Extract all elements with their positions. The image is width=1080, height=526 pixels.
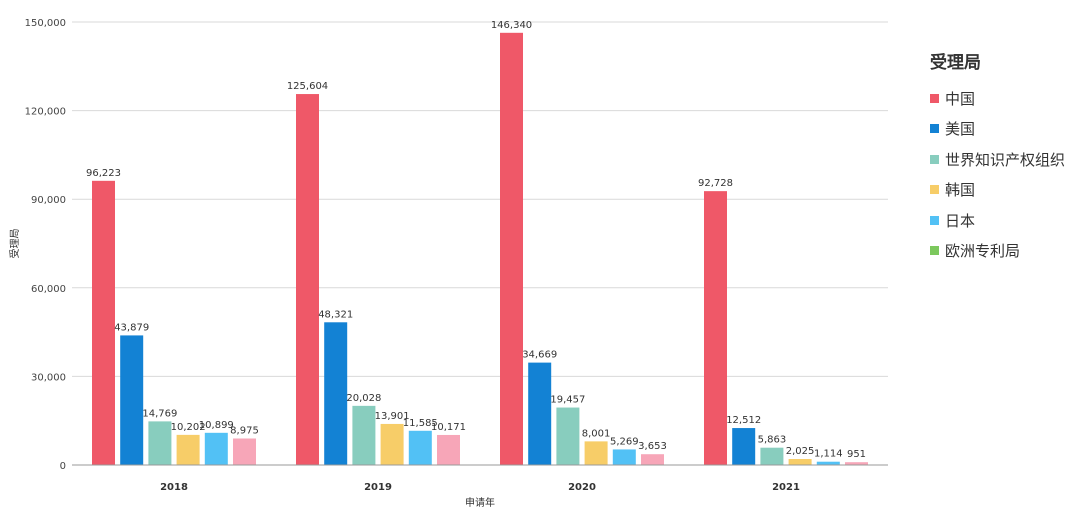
data-label: 43,879 bbox=[114, 322, 149, 333]
y-axis-ticks: 0 30,000 60,000 90,000 120,000 150,000 bbox=[25, 18, 66, 472]
legend-label: 日本 bbox=[945, 211, 976, 230]
bar bbox=[641, 454, 664, 465]
data-label: 2,025 bbox=[786, 446, 815, 457]
bar bbox=[408, 430, 432, 465]
bar bbox=[704, 191, 727, 465]
data-label: 3,653 bbox=[638, 441, 667, 452]
x-axis-categories: 2018 2019 2020 2021 bbox=[160, 482, 800, 493]
legend-item: 美国 bbox=[930, 114, 1078, 145]
legend-swatch bbox=[930, 154, 939, 164]
legend-swatch bbox=[930, 93, 939, 103]
data-label: 14,769 bbox=[142, 408, 177, 419]
data-label: 34,669 bbox=[522, 350, 557, 361]
bar bbox=[500, 32, 523, 465]
legend: 受理局 中国美国世界知识产权组织 韩国日本欧洲专利局 bbox=[930, 48, 1078, 266]
bar bbox=[845, 462, 868, 465]
bar bbox=[437, 434, 460, 465]
data-label: 92,728 bbox=[698, 178, 733, 189]
data-label: 10,899 bbox=[199, 420, 234, 431]
data-label: 125,604 bbox=[287, 81, 328, 92]
legend-items: 中国美国世界知识产权组织 韩国日本欧洲专利局 bbox=[930, 83, 1078, 266]
bar bbox=[612, 449, 636, 465]
bar bbox=[556, 407, 580, 465]
bar bbox=[92, 180, 115, 465]
data-label: 10,171 bbox=[431, 422, 466, 433]
bar bbox=[176, 434, 200, 465]
legend-item: 欧洲专利局 bbox=[930, 236, 1078, 267]
legend-label: 欧洲专利局 bbox=[945, 242, 1021, 261]
y-tick-label: 60,000 bbox=[31, 284, 66, 295]
y-tick-label: 90,000 bbox=[31, 195, 66, 206]
legend-swatch bbox=[930, 246, 939, 256]
data-label: 19,457 bbox=[550, 395, 585, 406]
bar bbox=[352, 405, 376, 465]
x-tick-label: 2019 bbox=[364, 482, 392, 493]
bar bbox=[120, 335, 144, 465]
x-tick-label: 2020 bbox=[568, 482, 596, 493]
legend-label: 韩国 bbox=[945, 181, 976, 200]
bar bbox=[760, 447, 784, 465]
data-label: 8,001 bbox=[582, 428, 611, 439]
legend-item: 中国 bbox=[930, 83, 1078, 114]
bar bbox=[528, 362, 552, 465]
legend-swatch bbox=[930, 185, 939, 195]
data-label: 12,512 bbox=[726, 415, 761, 426]
data-label: 20,028 bbox=[346, 393, 381, 404]
data-label: 96,223 bbox=[86, 168, 121, 179]
bar bbox=[148, 421, 172, 465]
data-label: 10,202 bbox=[171, 422, 206, 433]
legend-label: 世界知识产权组织 bbox=[945, 150, 1066, 169]
bar bbox=[816, 461, 840, 465]
y-axis-title: 受理局 bbox=[9, 229, 21, 259]
y-tick-label: 120,000 bbox=[25, 107, 66, 118]
y-tick-label: 150,000 bbox=[25, 18, 66, 29]
data-label: 5,863 bbox=[758, 435, 787, 446]
bar bbox=[788, 459, 812, 465]
x-tick-label: 2021 bbox=[772, 482, 800, 493]
bar bbox=[380, 423, 404, 465]
data-label: 146,340 bbox=[491, 20, 532, 31]
bar bbox=[233, 438, 256, 465]
legend-item: 世界知识产权组织 bbox=[930, 144, 1078, 175]
bar bbox=[204, 432, 228, 465]
y-tick-label: 0 bbox=[60, 461, 66, 472]
legend-swatch bbox=[930, 124, 939, 134]
data-label: 13,901 bbox=[375, 411, 410, 422]
y-tick-label: 30,000 bbox=[31, 372, 66, 383]
legend-swatch bbox=[930, 215, 939, 225]
x-axis-title: 申请年 bbox=[465, 496, 495, 509]
legend-label: 美国 bbox=[945, 120, 976, 139]
data-label: 8,975 bbox=[230, 425, 259, 436]
legend-item: 韩国 bbox=[930, 175, 1078, 206]
bar bbox=[324, 322, 348, 465]
legend-item: 日本 bbox=[930, 205, 1078, 236]
data-label: 1,114 bbox=[814, 449, 843, 460]
bar bbox=[732, 428, 756, 465]
data-label: 48,321 bbox=[318, 309, 353, 320]
legend-label: 中国 bbox=[945, 89, 976, 108]
bars bbox=[92, 32, 868, 465]
data-label: 951 bbox=[847, 449, 866, 460]
gridlines bbox=[72, 21, 888, 377]
data-label: 11,585 bbox=[403, 418, 438, 429]
x-tick-label: 2018 bbox=[160, 482, 188, 493]
legend-title: 受理局 bbox=[930, 53, 981, 73]
data-label: 5,269 bbox=[610, 436, 639, 447]
bar bbox=[296, 94, 319, 465]
bar bbox=[584, 441, 608, 465]
